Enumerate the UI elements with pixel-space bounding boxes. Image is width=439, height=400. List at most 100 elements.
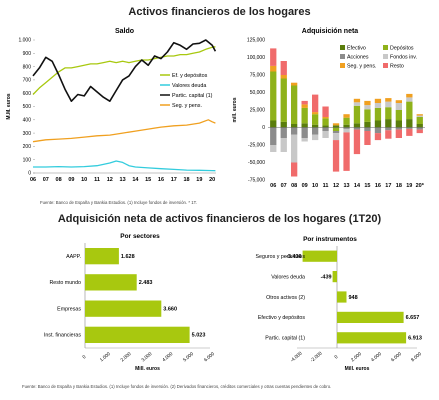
bar-segment bbox=[353, 102, 361, 106]
bar-segment bbox=[280, 138, 287, 152]
bar bbox=[85, 300, 162, 317]
y-tick-label: 25,000 bbox=[250, 108, 266, 114]
x-tick-label: 2.000 bbox=[120, 351, 133, 363]
value-label: 6.913 bbox=[408, 336, 422, 342]
bar-segment bbox=[343, 128, 350, 133]
x-tick-label: 18 bbox=[396, 183, 402, 189]
legend-label: Depósitos bbox=[390, 46, 414, 52]
bar-segment bbox=[416, 114, 423, 116]
value-label: 2.483 bbox=[139, 280, 153, 286]
legend-label: Acciones bbox=[347, 55, 369, 61]
x-tick-label: 4.000 bbox=[370, 351, 383, 363]
bar-segment bbox=[291, 82, 298, 86]
bar-segment bbox=[374, 127, 382, 134]
legend-swatch bbox=[340, 54, 345, 59]
bar-segment bbox=[332, 133, 340, 141]
category-label: Resto mundo bbox=[49, 280, 81, 286]
x-tick-label: 6.000 bbox=[203, 351, 216, 363]
x-tick-label: 2.000 bbox=[350, 351, 363, 363]
x-tick-label: 12 bbox=[107, 177, 113, 183]
value-label: 948 bbox=[348, 295, 357, 301]
bar-segment bbox=[385, 130, 392, 139]
bar-segment bbox=[416, 129, 423, 134]
bar bbox=[85, 248, 119, 265]
x-tick-label: 11 bbox=[94, 177, 100, 183]
bar-segment bbox=[280, 127, 287, 138]
bar-segment bbox=[301, 127, 308, 138]
bar-segment bbox=[416, 124, 423, 128]
bar-segment bbox=[270, 71, 277, 121]
bar-segment bbox=[353, 105, 361, 124]
x-tick-label: 08 bbox=[291, 183, 297, 189]
bar-segment bbox=[280, 61, 287, 75]
bar-segment bbox=[406, 128, 413, 136]
x-tick-label: 09 bbox=[68, 177, 74, 183]
bar-segment bbox=[270, 120, 277, 128]
bar-segment bbox=[322, 117, 329, 119]
x-tick-label: 0 bbox=[333, 354, 339, 360]
legend-swatch bbox=[340, 63, 345, 68]
bar-segment bbox=[395, 120, 402, 128]
legend-swatch bbox=[340, 45, 345, 50]
bar-segment bbox=[301, 123, 308, 128]
legend-swatch bbox=[383, 63, 388, 68]
bar-segment bbox=[385, 119, 392, 128]
series-line-2 bbox=[33, 160, 216, 172]
y-tick-label: 600 bbox=[23, 91, 32, 97]
x-tick-label: 20* bbox=[416, 183, 425, 189]
x-tick-label: 6.000 bbox=[390, 351, 403, 363]
x-tick-label: 13 bbox=[343, 183, 349, 189]
y-tick-label: -75,000 bbox=[248, 178, 265, 184]
x-tick-label: 0 bbox=[81, 354, 87, 360]
y-tick-label: 1.000 bbox=[18, 38, 31, 44]
bar-segment bbox=[416, 117, 423, 124]
bar-segment bbox=[322, 118, 329, 126]
chart-title: Por sectores bbox=[120, 233, 160, 240]
bar-segment bbox=[406, 127, 413, 129]
source-note-bottom: Fuente: Banco de España y Bankia Estudio… bbox=[22, 384, 332, 389]
source-note-top: Fuente: Banco de España y Bankia Estudio… bbox=[40, 200, 197, 205]
bar-segment bbox=[364, 100, 371, 106]
y-tick-label: 400 bbox=[23, 118, 32, 124]
x-tick-label: 10 bbox=[81, 177, 87, 183]
x-tick-label: 1.000 bbox=[99, 351, 112, 363]
legend-swatch bbox=[383, 45, 388, 50]
x-tick-label: 17 bbox=[171, 177, 177, 183]
bar-segment bbox=[291, 124, 298, 128]
bar-segment bbox=[332, 140, 340, 172]
category-label: Efectivo y depósitos bbox=[258, 315, 305, 321]
bar-segment bbox=[332, 127, 340, 131]
x-tick-label: 06 bbox=[30, 177, 36, 183]
bar-segment bbox=[322, 106, 329, 117]
bar-segment bbox=[301, 138, 308, 142]
bar bbox=[337, 291, 347, 303]
bar-segment bbox=[312, 127, 319, 135]
x-tick-label: 19 bbox=[196, 177, 202, 183]
bar-segment bbox=[406, 101, 413, 120]
bar-segment bbox=[291, 85, 298, 124]
bar-segment bbox=[353, 98, 361, 103]
legend-label: Ef. y depósitos bbox=[172, 73, 208, 79]
y-tick-label: 75,000 bbox=[250, 73, 266, 79]
legend-swatch bbox=[383, 54, 388, 59]
series-line-1 bbox=[32, 46, 216, 95]
bar-segment bbox=[322, 127, 329, 131]
bar-segment bbox=[364, 131, 371, 145]
legend-label: Efectivo bbox=[347, 46, 366, 52]
x-tick-label: 08 bbox=[56, 177, 62, 183]
x-tick-label: 14 bbox=[354, 183, 361, 189]
chart-saldo-ylabel: M.M. euros bbox=[6, 93, 12, 119]
y-tick-label: 200 bbox=[23, 144, 32, 150]
chart-saldo-title: Saldo bbox=[115, 28, 134, 35]
value-label: 5.023 bbox=[192, 333, 206, 339]
bar-segment bbox=[395, 110, 402, 121]
x-tick-label: 07 bbox=[281, 183, 287, 189]
bar-segment bbox=[343, 132, 350, 171]
bar-segment bbox=[343, 127, 350, 129]
bar-segment bbox=[364, 121, 371, 128]
x-tick-label: 12 bbox=[333, 183, 339, 189]
bar-segment bbox=[332, 131, 340, 134]
